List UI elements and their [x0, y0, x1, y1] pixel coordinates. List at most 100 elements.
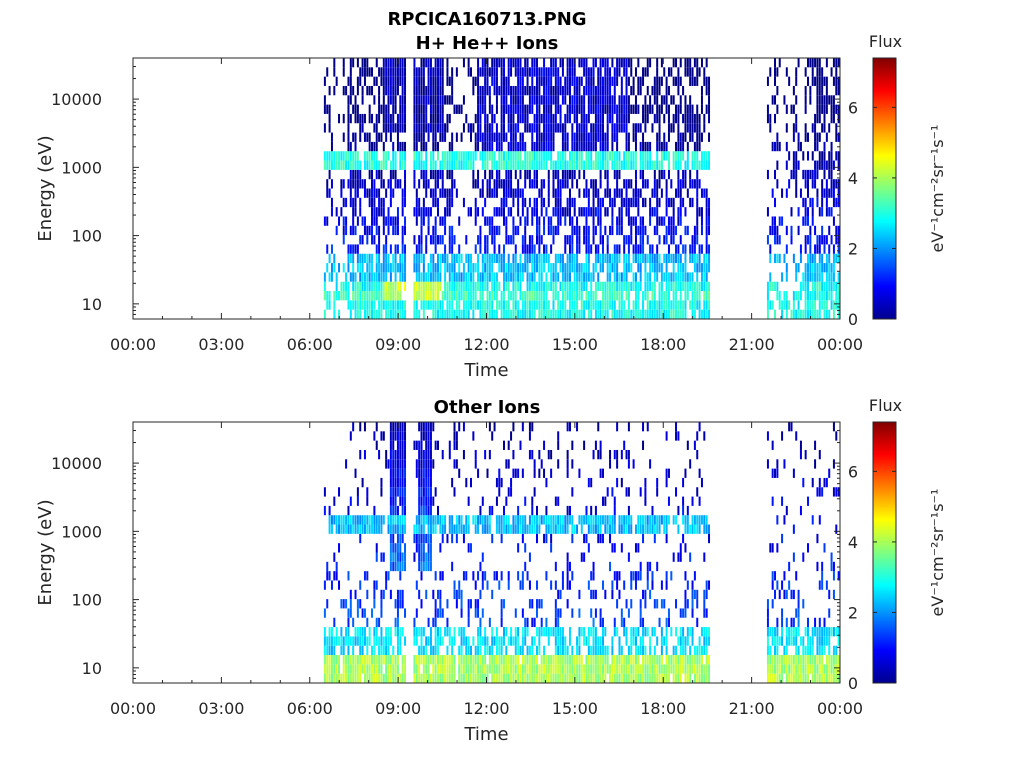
heatmap-cell	[507, 113, 510, 124]
heatmap-cell	[651, 123, 654, 133]
heatmap-cell	[597, 300, 600, 310]
heatmap-cell	[571, 524, 574, 534]
heatmap-cell	[338, 664, 341, 674]
heatmap-cell	[691, 123, 694, 133]
heatmap-cell	[599, 216, 602, 226]
heatmap-cell	[599, 58, 602, 68]
heatmap-cell	[696, 197, 699, 208]
heatmap-cell	[566, 655, 569, 665]
heatmap-cell	[616, 599, 619, 609]
heatmap-cell	[488, 225, 491, 236]
heatmap-cell	[811, 151, 814, 161]
heatmap-cell	[380, 300, 383, 310]
heatmap-cell	[543, 141, 546, 152]
heatmap-cell	[566, 207, 569, 217]
heatmap-cell	[371, 207, 374, 217]
heatmap-cell	[599, 263, 602, 273]
heatmap-cell	[439, 132, 442, 142]
heatmap-cell	[453, 627, 456, 637]
heatmap-cell	[646, 281, 649, 292]
heatmap-cell	[437, 673, 440, 683]
heatmap-cell	[373, 505, 376, 516]
heatmap-cell	[686, 272, 689, 282]
heatmap-cell	[521, 422, 524, 432]
heatmap-cell	[766, 207, 769, 217]
heatmap-cell	[373, 235, 376, 245]
heatmap-cell	[323, 309, 326, 319]
heatmap-cell	[446, 263, 449, 273]
heatmap-cell	[766, 300, 769, 310]
heatmap-cell	[371, 197, 374, 208]
heatmap-cell	[460, 291, 463, 301]
heatmap-cell	[646, 179, 649, 189]
heatmap-cell	[606, 645, 609, 656]
heatmap-cell	[613, 300, 616, 310]
heatmap-cell	[792, 253, 795, 264]
heatmap-cell	[594, 440, 597, 450]
heatmap-cell	[366, 655, 369, 665]
heatmap-cell	[366, 636, 369, 646]
heatmap-cell	[396, 589, 399, 600]
heatmap-cell	[696, 207, 699, 217]
heatmap-cell	[503, 207, 505, 217]
heatmap-cell	[594, 113, 597, 124]
heatmap-cell	[830, 151, 833, 161]
heatmap-cell	[625, 132, 628, 142]
heatmap-cell	[434, 169, 437, 180]
heatmap-cell	[415, 627, 418, 637]
heatmap-cell	[601, 123, 604, 133]
heatmap-cell	[415, 300, 418, 310]
heatmap-cell	[832, 216, 835, 226]
heatmap-cell	[458, 253, 461, 264]
heatmap-cell	[543, 533, 546, 544]
heatmap-cell	[821, 188, 824, 198]
heatmap-cell	[361, 627, 364, 637]
heatmap-cell	[639, 561, 642, 572]
heatmap-cell	[328, 636, 331, 646]
heatmap-cell	[455, 431, 458, 441]
heatmap-cell	[444, 291, 447, 301]
heatmap-cell	[554, 253, 557, 264]
heatmap-cell	[658, 104, 661, 114]
heatmap-cell	[323, 151, 326, 161]
heatmap-cell	[774, 58, 777, 68]
heatmap-cell	[517, 76, 520, 86]
heatmap-cell	[495, 477, 498, 488]
heatmap-cell	[700, 244, 703, 254]
heatmap-cell	[649, 300, 652, 310]
heatmap-cell	[448, 151, 451, 161]
heatmap-cell	[587, 67, 590, 77]
heatmap-cell	[616, 104, 619, 114]
heatmap-cell	[623, 281, 626, 292]
heatmap-cell	[552, 207, 555, 217]
heatmap-cell	[373, 599, 376, 609]
heatmap-cell	[667, 67, 670, 77]
heatmap-cell	[583, 95, 586, 105]
heatmap-cell	[618, 664, 621, 674]
heatmap-cell	[708, 216, 711, 226]
heatmap-cell	[606, 281, 609, 292]
heatmap-cell	[338, 636, 341, 646]
heatmap-cell	[437, 235, 440, 245]
heatmap-cell	[401, 76, 404, 86]
heatmap-cell	[378, 235, 381, 245]
heatmap-cell	[543, 123, 546, 133]
heatmap-cell	[500, 533, 503, 544]
heatmap-cell	[557, 524, 560, 534]
heatmap-cell	[420, 169, 423, 180]
heatmap-cell	[599, 524, 602, 534]
heatmap-cell	[441, 67, 444, 77]
heatmap-cell	[627, 552, 630, 562]
heatmap-cell	[484, 655, 487, 665]
heatmap-cell	[684, 58, 687, 68]
heatmap-cell	[439, 272, 442, 282]
heatmap-cell	[512, 132, 515, 142]
heatmap-cell	[568, 263, 571, 273]
heatmap-cell	[460, 309, 463, 319]
heatmap-cell	[554, 58, 557, 68]
heatmap-cell	[488, 524, 491, 534]
heatmap-cell	[481, 515, 484, 525]
heatmap-cell	[394, 95, 397, 105]
heatmap-cell	[378, 197, 381, 208]
heatmap-cell	[503, 300, 505, 310]
